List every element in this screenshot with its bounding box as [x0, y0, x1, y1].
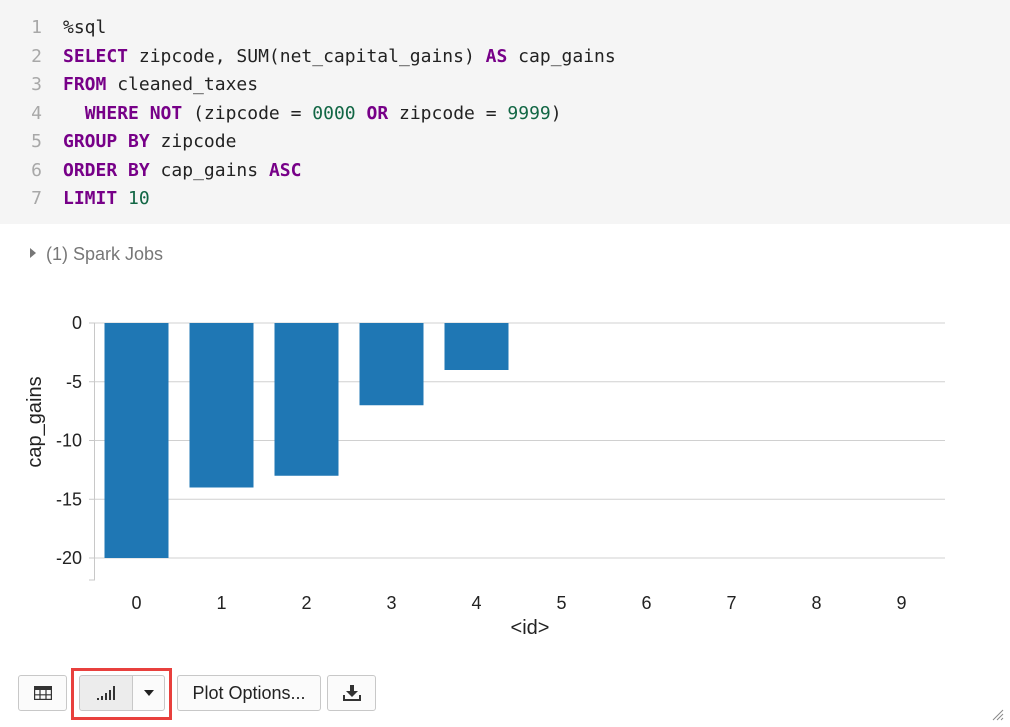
y-axis-label: cap_gains — [24, 376, 46, 467]
line-number: 3 — [0, 71, 42, 99]
x-axis-label: <id> — [511, 617, 550, 639]
sql-text — [139, 103, 150, 124]
bar — [190, 323, 254, 488]
bar — [275, 323, 339, 476]
sql-keyword: OR — [366, 103, 388, 124]
sql-text — [117, 131, 128, 152]
line-number: 2 — [0, 43, 42, 71]
y-tick-label: -20 — [56, 548, 82, 568]
code-line[interactable]: 4 WHERE NOT (zipcode = 0000 OR zipcode =… — [0, 100, 1010, 128]
code-text: FROM cleaned_taxes — [63, 71, 258, 99]
code-line[interactable]: 2 SELECT zipcode, SUM(net_capital_gains) … — [0, 43, 1010, 71]
sql-text — [63, 103, 85, 124]
code-text: LIMIT 10 — [63, 185, 150, 213]
code-text: WHERE NOT (zipcode = 0000 OR zipcode = 9… — [63, 100, 562, 128]
line-number: 6 — [0, 157, 42, 185]
download-button[interactable] — [327, 675, 376, 711]
sql-keyword: GROUP — [63, 131, 117, 152]
plot-options-label: Plot Options... — [192, 683, 305, 704]
code-editor[interactable]: 1 %sql 2 SELECT zipcode, SUM(net_capital_ga… — [0, 0, 1010, 224]
sql-text: zipcode, SUM(net_capital_gains) — [128, 46, 486, 67]
x-tick-label: 1 — [216, 593, 226, 613]
sql-keyword: SELECT — [63, 46, 128, 67]
code-text: %sql — [63, 14, 106, 42]
x-tick-label: 6 — [641, 593, 651, 613]
y-tick-label: -5 — [66, 372, 82, 392]
x-tick-label: 5 — [556, 593, 566, 613]
bar-chart: 0 -5 -10 -15 -20 0 1 2 3 4 5 6 7 8 9 <id> cap_gains — [0, 300, 1010, 645]
y-tick-label: 0 — [72, 313, 82, 333]
x-tick-label: 9 — [896, 593, 906, 613]
x-tick-label: 8 — [811, 593, 821, 613]
sql-number: 0000 — [312, 103, 355, 124]
sql-text: zipcode = — [388, 103, 507, 124]
sql-number: 9999 — [507, 103, 550, 124]
sql-keyword: BY — [128, 131, 150, 152]
sql-keyword: AS — [486, 46, 508, 67]
line-number: 7 — [0, 185, 42, 213]
expand-triangle-icon[interactable] — [30, 248, 36, 258]
spark-jobs-label: (1) Spark Jobs — [46, 244, 163, 264]
sql-number: 10 — [128, 188, 150, 209]
x-tick-label: 4 — [471, 593, 481, 613]
sql-text — [356, 103, 367, 124]
bar — [360, 323, 424, 405]
sql-keyword: FROM — [63, 74, 106, 95]
table-icon — [34, 686, 52, 700]
sql-text: (zipcode = — [182, 103, 312, 124]
line-number: 4 — [0, 100, 42, 128]
code-text: SELECT zipcode, SUM(net_capital_gains) A… — [63, 43, 616, 71]
table-view-button[interactable] — [18, 675, 67, 711]
x-tick-label: 7 — [726, 593, 736, 613]
code-line[interactable]: 7 LIMIT 10 — [0, 185, 1010, 213]
sql-text: cap_gains — [507, 46, 615, 67]
plot-options-button[interactable]: Plot Options... — [177, 675, 321, 711]
y-tick-label: -15 — [56, 489, 82, 509]
spark-jobs-toggle[interactable]: (1) Spark Jobs — [30, 242, 163, 266]
sql-text: cap_gains — [150, 160, 269, 181]
bar — [445, 323, 509, 370]
resize-grip-icon[interactable] — [992, 709, 1004, 721]
chart-button-highlight — [71, 668, 172, 720]
sql-keyword: NOT — [150, 103, 183, 124]
x-tick-label: 0 — [131, 593, 141, 613]
code-line[interactable]: 5 GROUP BY zipcode — [0, 128, 1010, 156]
sql-text: cleaned_taxes — [106, 74, 258, 95]
code-text: ORDER BY cap_gains ASC — [63, 157, 301, 185]
code-line[interactable]: 3 FROM cleaned_taxes — [0, 71, 1010, 99]
sql-keyword: WHERE — [85, 103, 139, 124]
x-tick-label: 3 — [386, 593, 396, 613]
sql-keyword: ASC — [269, 160, 302, 181]
sql-text: %sql — [63, 17, 106, 38]
sql-text: zipcode — [150, 131, 237, 152]
sql-keyword: LIMIT — [63, 188, 117, 209]
y-tick-label: -10 — [56, 431, 82, 451]
x-tick-label: 2 — [301, 593, 311, 613]
line-number: 1 — [0, 14, 42, 42]
download-icon — [343, 685, 361, 701]
sql-keyword: ORDER — [63, 160, 117, 181]
code-text: GROUP BY zipcode — [63, 128, 236, 156]
sql-text: ) — [551, 103, 562, 124]
code-line[interactable]: 6 ORDER BY cap_gains ASC — [0, 157, 1010, 185]
line-number: 5 — [0, 128, 42, 156]
sql-keyword: BY — [128, 160, 150, 181]
sql-text — [117, 188, 128, 209]
bar — [105, 323, 169, 558]
code-line[interactable]: 1 %sql — [0, 14, 1010, 42]
sql-text — [117, 160, 128, 181]
